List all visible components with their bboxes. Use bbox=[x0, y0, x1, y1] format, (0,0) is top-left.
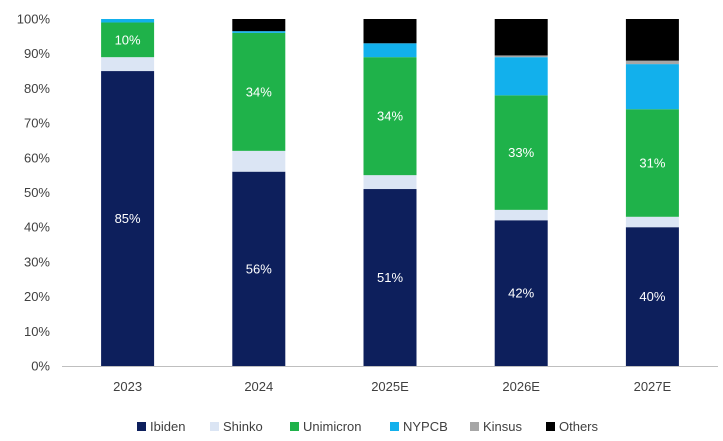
x-tick-label: 2024 bbox=[244, 379, 273, 394]
y-tick-label: 60% bbox=[24, 150, 50, 165]
bar-segment-kinsus-2026E bbox=[494, 55, 548, 58]
data-label: 34% bbox=[246, 84, 272, 99]
data-label: 10% bbox=[115, 32, 141, 47]
bar-stack-2026E: 42% 33% bbox=[494, 19, 548, 366]
legend-label: Kinsus bbox=[483, 419, 523, 434]
legend-label: Ibiden bbox=[150, 419, 185, 434]
bar-segment-nypcb-2026E bbox=[494, 57, 548, 96]
y-tick-label: 70% bbox=[24, 116, 50, 131]
data-label: 34% bbox=[377, 109, 403, 124]
y-axis: 0% 10% 20% 30% 40% 50% 60% 70% 80% 90% 100% bbox=[17, 12, 51, 374]
legend-item-others: Others bbox=[546, 419, 599, 434]
legend: Ibiden Shinko Unimicron NYPCB Kinsus Others bbox=[137, 419, 599, 434]
legend-item-ibiden: Ibiden bbox=[137, 419, 185, 434]
bars: 85% 10% 56% 34% 51% 34% 42% 33% 40% 31% bbox=[101, 19, 679, 367]
legend-label: Others bbox=[559, 419, 599, 434]
data-label: 51% bbox=[377, 270, 403, 285]
bar-segment-unimicron-2025E bbox=[363, 57, 417, 176]
data-label: 42% bbox=[508, 286, 534, 301]
data-label: 40% bbox=[639, 289, 665, 304]
bar-segment-ibiden-2024 bbox=[232, 171, 286, 366]
legend-label: Shinko bbox=[223, 419, 263, 434]
bar-segment-kinsus-2027E bbox=[625, 60, 679, 65]
y-tick-label: 100% bbox=[17, 12, 51, 27]
legend-swatch bbox=[470, 422, 479, 431]
x-axis: 2023 2024 2025E 2026E 2027E bbox=[113, 379, 671, 394]
y-tick-label: 40% bbox=[24, 220, 50, 235]
bar-segment-ibiden-2023 bbox=[101, 71, 155, 367]
bar-segment-shinko-2027E bbox=[625, 216, 679, 228]
bar-segment-others-2025E bbox=[363, 19, 417, 44]
legend-item-nypcb: NYPCB bbox=[390, 419, 448, 434]
legend-label: Unimicron bbox=[303, 419, 362, 434]
legend-swatch bbox=[210, 422, 219, 431]
y-tick-label: 0% bbox=[31, 359, 50, 374]
bar-segment-nypcb-2025E bbox=[363, 43, 417, 58]
y-tick-label: 80% bbox=[24, 81, 50, 96]
bar-stack-2024: 56% 34% bbox=[232, 19, 286, 366]
x-tick-label: 2027E bbox=[634, 379, 672, 394]
legend-swatch bbox=[290, 422, 299, 431]
legend-swatch bbox=[137, 422, 146, 431]
legend-label: NYPCB bbox=[403, 419, 448, 434]
y-tick-label: 90% bbox=[24, 46, 50, 61]
y-tick-label: 50% bbox=[24, 185, 50, 200]
legend-item-unimicron: Unimicron bbox=[290, 419, 362, 434]
y-tick-label: 20% bbox=[24, 289, 50, 304]
bar-stack-2023: 85% 10% bbox=[101, 19, 155, 367]
legend-item-kinsus: Kinsus bbox=[470, 419, 523, 434]
data-label: 33% bbox=[508, 145, 534, 160]
bar-segment-ibiden-2026E bbox=[494, 220, 548, 366]
bar-segment-shinko-2023 bbox=[101, 57, 155, 72]
data-label: 85% bbox=[115, 211, 141, 226]
bar-stack-2027E: 40% 31% bbox=[625, 19, 679, 366]
bar-segment-others-2027E bbox=[625, 19, 679, 61]
legend-swatch bbox=[390, 422, 399, 431]
data-label: 56% bbox=[246, 261, 272, 276]
bar-segment-shinko-2024 bbox=[232, 150, 286, 172]
data-label: 31% bbox=[639, 156, 665, 171]
bar-segment-unimicron-2026E bbox=[494, 95, 548, 210]
bar-segment-nypcb-2027E bbox=[625, 64, 679, 110]
bar-stack-2025E: 51% 34% bbox=[363, 19, 417, 366]
x-tick-label: 2025E bbox=[371, 379, 409, 394]
bar-segment-nypcb-2024 bbox=[232, 31, 286, 33]
bar-segment-unimicron-2027E bbox=[625, 109, 679, 217]
bar-segment-ibiden-2027E bbox=[625, 227, 679, 366]
y-tick-label: 10% bbox=[24, 324, 50, 339]
bar-segment-unimicron-2024 bbox=[232, 32, 286, 151]
bar-segment-shinko-2025E bbox=[363, 175, 417, 190]
legend-item-shinko: Shinko bbox=[210, 419, 263, 434]
x-tick-label: 2023 bbox=[113, 379, 142, 394]
bar-segment-ibiden-2025E bbox=[363, 189, 417, 366]
x-tick-label: 2026E bbox=[502, 379, 540, 394]
legend-swatch bbox=[546, 422, 555, 431]
bar-segment-shinko-2026E bbox=[494, 209, 548, 221]
bar-segment-nypcb-2023 bbox=[101, 19, 155, 23]
y-tick-label: 30% bbox=[24, 254, 50, 269]
bar-segment-others-2024 bbox=[232, 19, 286, 32]
bar-segment-others-2026E bbox=[494, 19, 548, 56]
bar-segment-unimicron-2023 bbox=[101, 22, 155, 58]
